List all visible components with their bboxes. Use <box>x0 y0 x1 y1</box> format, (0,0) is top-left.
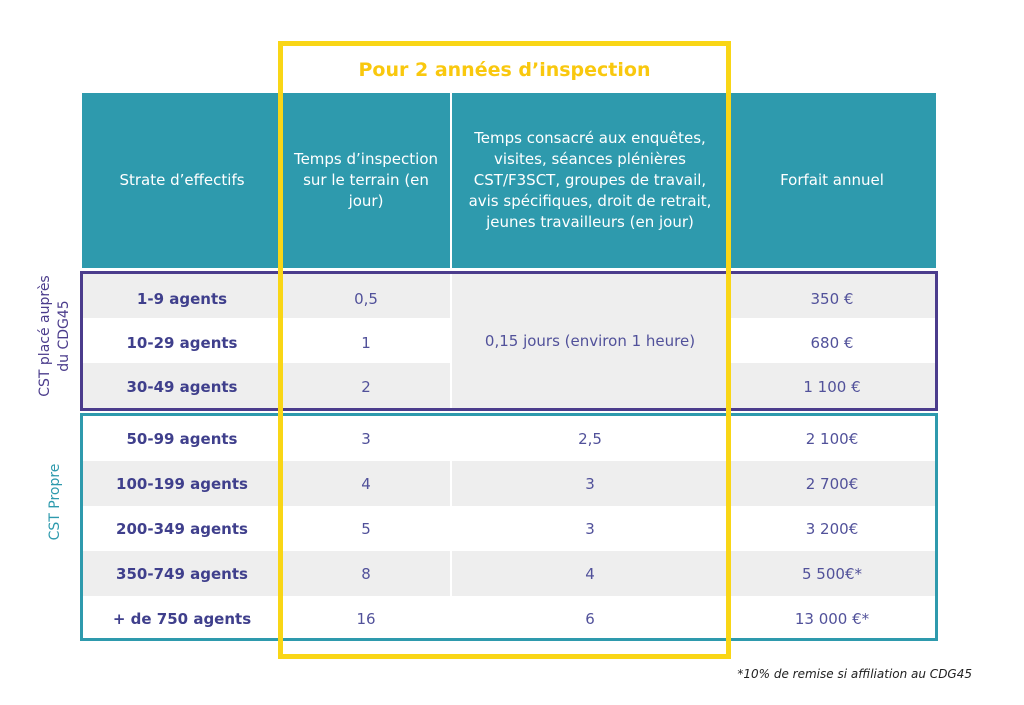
strate-cell: 10-29 agents <box>126 333 238 352</box>
strate-cell: + de 750 agents <box>112 609 252 628</box>
group-label-cst-propre: CST Propre <box>46 463 63 541</box>
table-header <box>82 93 936 268</box>
terrain-cell: 3 <box>361 429 371 448</box>
footnote: *10% de remise si affiliation au CDG45 <box>737 667 972 681</box>
column-divider <box>450 416 452 638</box>
strate-cell: 50-99 agents <box>126 429 238 448</box>
highlight-frame <box>278 41 731 659</box>
table-row <box>82 551 936 596</box>
header-divider <box>450 93 452 268</box>
consacre-cell: 4 <box>585 564 595 583</box>
consacre-cell: 3 <box>585 474 595 493</box>
consacre-cell: 3 <box>585 519 595 538</box>
consacre-cell: 6 <box>585 609 595 628</box>
terrain-cell: 8 <box>361 564 371 583</box>
terrain-cell: 2 <box>361 377 371 396</box>
strate-cell: 350-749 agents <box>116 564 248 583</box>
merged-consacre-cell: 0,15 jours (environ 1 heure) <box>484 331 696 350</box>
header-temps-consacre: Temps consacré aux enquêtes, visites, sé… <box>468 129 712 231</box>
group-cst-cdg45-border <box>80 271 938 411</box>
forfait-cell: 680 € <box>810 333 854 352</box>
header-forfait: Forfait annuel <box>780 171 884 189</box>
table-row <box>82 506 936 551</box>
column-divider <box>450 273 452 408</box>
terrain-cell: 5 <box>361 519 371 538</box>
terrain-cell: 4 <box>361 474 371 493</box>
terrain-cell: 1 <box>361 333 371 352</box>
forfait-cell: 2 100€ <box>805 429 859 448</box>
strate-cell: 30-49 agents <box>126 377 238 396</box>
forfait-cell: 2 700€ <box>805 474 859 493</box>
header-strate: Strate d’effectifs <box>119 171 245 189</box>
forfait-cell: 1 100 € <box>803 377 861 396</box>
group-label-cst-cdg45: CST placé auprès du CDG45 <box>37 275 72 397</box>
header-temps-terrain: Temps d’inspection sur le terrain (en jo… <box>293 150 439 210</box>
forfait-cell: 350 € <box>810 289 854 308</box>
table-row <box>82 596 936 641</box>
highlight-title: Pour 2 années d’inspection <box>358 59 651 81</box>
forfait-cell: 13 000 €* <box>794 609 870 628</box>
table-row <box>82 461 936 506</box>
merged-cell-bg <box>452 273 728 408</box>
strate-cell: 200-349 agents <box>116 519 248 538</box>
strate-cell: 100-199 agents <box>116 474 248 493</box>
strate-cell: 1-9 agents <box>136 289 228 308</box>
group-cst-propre-border <box>80 413 938 641</box>
consacre-cell: 2,5 <box>578 429 602 448</box>
forfait-cell: 5 500€* <box>802 564 862 583</box>
forfait-cell: 3 200€ <box>805 519 859 538</box>
terrain-cell: 0,5 <box>354 289 378 308</box>
table-row <box>82 416 936 461</box>
terrain-cell: 16 <box>356 609 376 628</box>
